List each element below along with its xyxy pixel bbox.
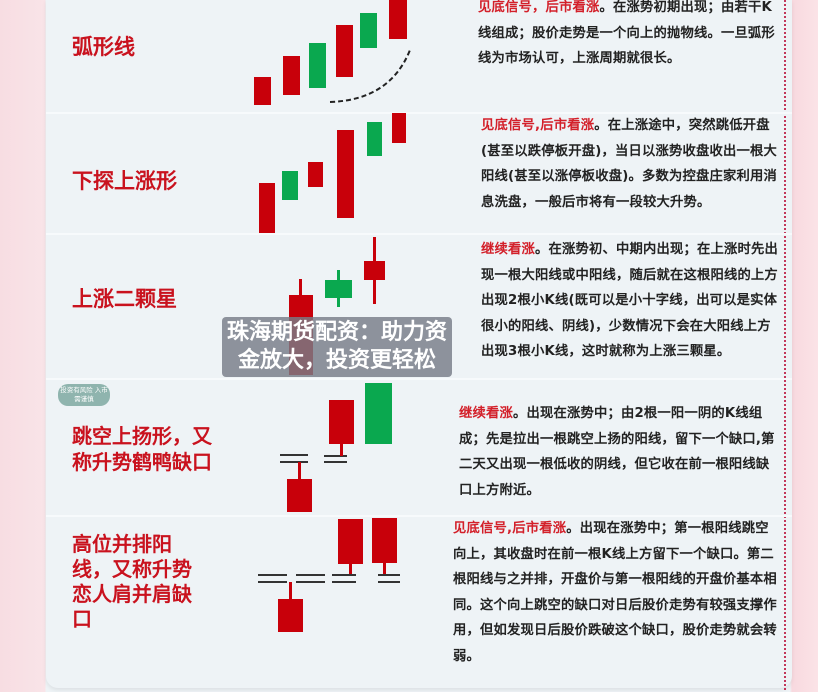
candle-bull	[259, 183, 275, 233]
candle-bear	[325, 280, 352, 298]
candle-bull	[308, 162, 323, 187]
desc-text: 。出现在涨势中；由2根一阳一阴的K线组成；先是拉出一根跳空上扬的阳线，留下一个缺…	[459, 406, 775, 498]
wick	[383, 562, 386, 574]
candle-bull	[392, 113, 406, 143]
gap-line	[280, 461, 308, 463]
pattern-title-gap-up: 跳空上扬形，又称升势鹤鸭缺口	[72, 424, 212, 474]
pattern-desc-gap-up: 继续看涨。出现在涨势中；由2根一阳一阴的K线组成；先是拉出一根跳空上扬的阳线，留…	[459, 401, 779, 503]
signal-label: 继续看涨	[481, 242, 535, 257]
candle-bull	[364, 261, 385, 280]
pattern-title-dip-rise: 下探上涨形	[72, 169, 177, 193]
candle-bull	[283, 56, 300, 95]
gap-line	[258, 581, 287, 583]
candle-bear	[365, 383, 392, 444]
gap-line	[378, 581, 400, 583]
candle-bull	[278, 599, 303, 632]
pattern-title-two-stars: 上涨二颗星	[72, 287, 177, 311]
signal-label: 见底信号，后市看涨	[478, 0, 600, 15]
wick	[298, 462, 301, 479]
candle-bear	[360, 13, 377, 48]
row-divider	[46, 112, 792, 114]
gap-line	[378, 574, 400, 576]
candle-bull	[372, 518, 397, 563]
gap-line	[258, 574, 287, 576]
signal-label: 继续看涨	[459, 406, 513, 421]
desc-text: 。在上涨途中，突然跳低开盘(甚至以跌停板开盘)，当日以涨势收盘收出一根大阳线(甚…	[481, 118, 777, 210]
desc-text: 。在涨势初期出现；由若干K线组成；股价走势是一个向上的抛物线。一旦弧形线为市场认…	[478, 0, 775, 66]
candle-bull	[338, 519, 363, 564]
row-divider	[46, 515, 792, 517]
pattern-title-side-by-side: 高位并排阳线，又称升势恋人肩并肩缺口	[72, 532, 192, 631]
candle-bull	[336, 25, 353, 77]
wick	[340, 443, 343, 456]
pattern-desc-side-by-side: 见底信号,后市看涨。出现在涨势中；第一根阳线跳空向上，其收盘时在前一根K线上方留…	[453, 516, 779, 669]
candle-bull	[254, 77, 271, 105]
wick	[349, 563, 352, 574]
candle-bear	[282, 171, 298, 200]
gap-line	[280, 454, 308, 456]
risk-warning-badge: 投资有风险 入市需谨慎	[58, 384, 110, 406]
promo-banner: 珠海期货配资：助力资金放大，投资更轻松	[222, 317, 452, 377]
candle-bear	[309, 43, 326, 88]
signal-label: 见底信号,后市看涨	[481, 118, 595, 133]
wick	[299, 279, 302, 299]
pattern-desc-two-stars: 继续看涨。在涨势初、中期内出现；在上涨时先出现一根大阳线或中阳线，随后就在这根阳…	[481, 237, 781, 365]
gap-line	[332, 574, 356, 576]
candle-bull	[287, 479, 312, 512]
candle-bull	[337, 130, 354, 218]
desc-text: 。在涨势初、中期内出现；在上涨时先出现一根大阳线或中阳线，随后就在这根阳线的上方…	[481, 242, 778, 359]
gap-line	[296, 574, 325, 576]
candle-bear	[367, 122, 382, 156]
row-divider	[46, 233, 792, 235]
dotted-border	[784, 0, 788, 690]
arc-curve	[329, 49, 411, 103]
gap-line	[296, 581, 325, 583]
candle-bull	[389, 0, 407, 39]
gap-line	[332, 581, 356, 583]
pattern-desc-arc: 见底信号，后市看涨。在涨势初期出现；由若干K线组成；股价走势是一个向上的抛物线。…	[478, 0, 778, 72]
pattern-title-arc: 弧形线	[72, 35, 135, 59]
pattern-desc-dip-rise: 见底信号,后市看涨。在上涨途中，突然跳低开盘(甚至以跌停板开盘)，当日以涨势收盘…	[481, 113, 781, 215]
signal-label: 见底信号,后市看涨	[453, 521, 567, 536]
wick	[289, 582, 292, 599]
candle-bull	[329, 400, 354, 444]
desc-text: 。出现在涨势中；第一根阳线跳空向上，其收盘时在前一根K线上方留下一个缺口。第二根…	[453, 521, 777, 664]
gap-line	[324, 455, 347, 457]
row-divider	[46, 378, 792, 380]
gap-line	[324, 461, 347, 463]
